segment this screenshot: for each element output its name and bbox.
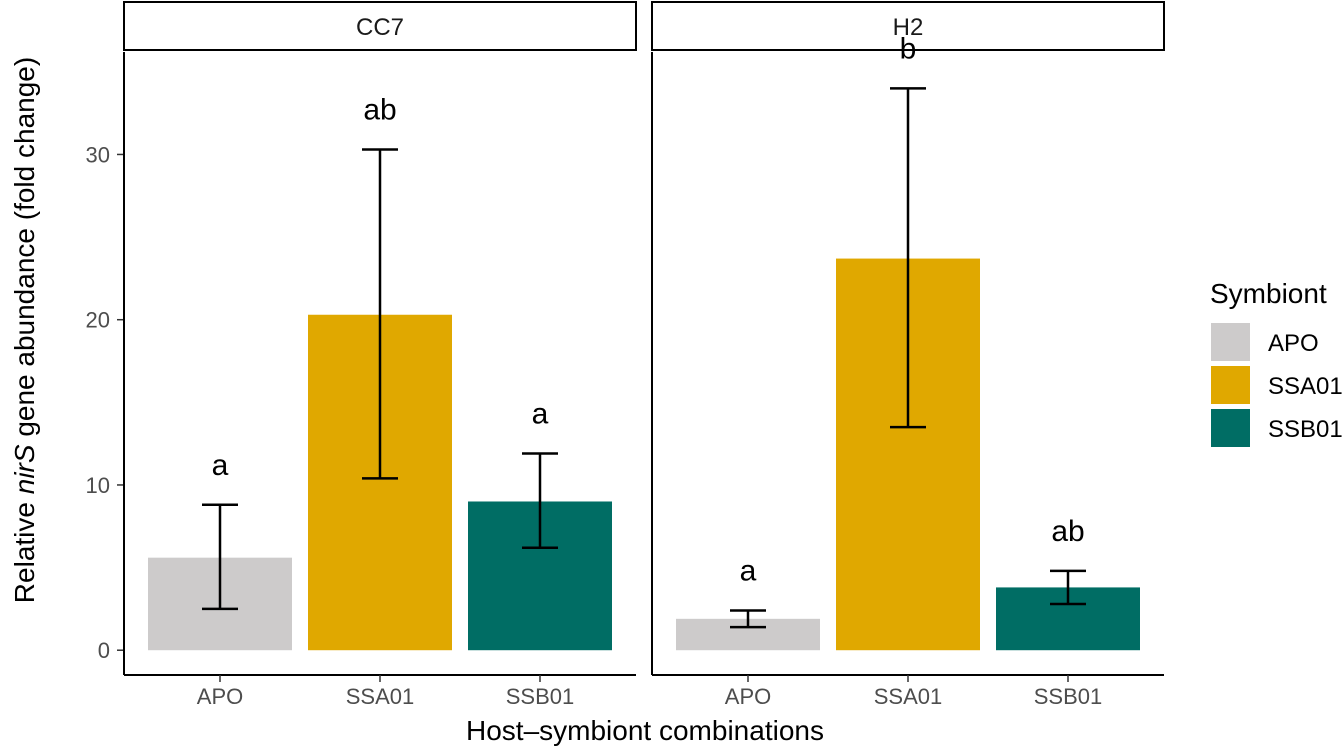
y-tick-label-10: 10 <box>86 473 110 498</box>
y-axis-title: Relative nirS gene abundance (fold chang… <box>9 57 40 603</box>
legend-key-apo <box>1211 323 1250 361</box>
legend-key-ssb01 <box>1211 409 1250 447</box>
legend-label-ssb01: SSB01 <box>1268 416 1343 443</box>
x-tick-label-cc7-ssa01: SSA01 <box>346 684 415 709</box>
legend-key-ssa01 <box>1211 366 1250 404</box>
sig-label-h2-ssb01: ab <box>1051 515 1084 548</box>
sig-label-cc7-ssa01: ab <box>363 93 396 126</box>
sig-label-cc7-ssb01: a <box>532 398 549 431</box>
legend: Symbiont APO SSA01 SSB01 <box>1210 278 1343 447</box>
x-axis-title: Host–symbiont combinations <box>466 715 824 746</box>
facet-strip-label-cc7: CC7 <box>356 14 404 41</box>
y-axis-title-italic: nirS <box>9 444 40 494</box>
x-tick-label-cc7-apo: APO <box>197 684 243 709</box>
sig-label-h2-apo: a <box>740 555 757 588</box>
x-tick-label-h2-apo: APO <box>725 684 771 709</box>
y-tick-label-20: 20 <box>86 308 110 333</box>
plot-layer: 0 10 20 30 CC7 a APO ab SSA01 a SSB01 H2 a APO b SSA01 a… <box>86 1 1165 709</box>
legend-label-ssa01: SSA01 <box>1268 373 1343 400</box>
x-tick-label-cc7-ssb01: SSB01 <box>506 684 575 709</box>
facet-strip-h2 <box>651 1 1165 51</box>
x-tick-label-h2-ssb01: SSB01 <box>1034 684 1103 709</box>
facet-strip-label-h2: H2 <box>893 14 924 41</box>
legend-label-apo: APO <box>1268 330 1319 357</box>
sig-label-cc7-apo: a <box>212 449 229 482</box>
sig-label-h2-ssa01: b <box>900 32 917 65</box>
x-tick-label-h2-ssa01: SSA01 <box>874 684 943 709</box>
y-tick-label-0: 0 <box>98 638 110 663</box>
y-tick-label-30: 30 <box>86 142 110 167</box>
facet-strip-cc7 <box>123 1 637 51</box>
legend-title: Symbiont <box>1210 278 1327 309</box>
